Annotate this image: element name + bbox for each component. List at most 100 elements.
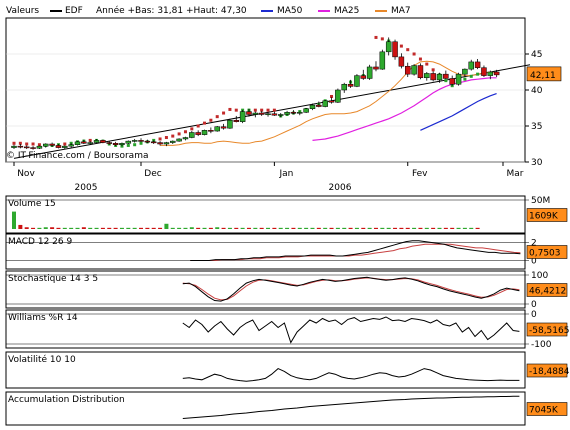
ma7-legend-swatch [375,10,387,12]
indicator-tick-label: 50M [531,196,550,206]
ma25-label[interactable]: MA25 [334,6,360,16]
candle-body [309,104,316,109]
indicator-macd: MACD 12 26 9 2 00,7503 [5,233,568,270]
price-tick-label: 30 [531,158,543,168]
volume-bar [31,227,36,229]
copyright-notice: © IT-Finance.com / Boursorama [6,151,148,161]
ma50-legend-swatch [261,10,273,12]
volume-bar [297,227,302,229]
candle-body [252,112,259,115]
volume-bar [100,227,105,229]
indicator-frame [5,309,526,349]
indicator-williams: Williams %R 14 0 -100 -58,5165 [5,309,569,350]
volume-bar [227,227,232,229]
year-label: 2005 [75,183,98,193]
indicator-tick-label: 100 [531,271,548,281]
indicator-tick-label: 0 [531,257,537,267]
candle-body [157,142,163,145]
volume-bar [335,227,340,229]
volume-bar [266,227,271,229]
ma7-label[interactable]: MA7 [391,6,411,16]
indicator-value: 7045K [529,406,559,416]
volume-bar [132,227,137,229]
sar-dot [215,115,219,119]
indicator-value-box [526,208,568,222]
volume-bar [12,211,16,229]
volume-bar [443,227,448,229]
candle-body [93,140,100,143]
volume-bar [348,227,353,229]
candle-body [366,66,373,79]
candle-body [328,100,335,103]
indicator-label: MACD 12 26 9 [8,237,72,247]
volume-bar [81,227,86,229]
volume-bar [62,227,67,229]
candle-body [74,141,81,145]
candle-body [443,73,449,79]
volume-bar [170,227,175,229]
candle-body [373,66,379,70]
volume-bar [386,227,391,229]
indicator-main-line [190,240,521,261]
volume-bar [253,227,258,229]
indicator-label: Williams %R 14 [8,313,78,323]
volume-bar [304,227,309,229]
indicator-label: Volatilité 10 10 [8,354,76,365]
candle-body [246,111,252,115]
volume-bar [291,227,296,229]
symbol-label[interactable]: EDF [65,6,83,16]
volume-bar [177,227,182,229]
volume-bar [151,227,156,229]
volume-bar [450,227,455,229]
candle-body [487,71,494,76]
candle-body [30,147,36,149]
candle-body [277,114,284,116]
candle-body [100,140,106,143]
ma7-line [160,60,497,146]
indicator-tick-label: -100 [531,340,552,350]
indicator-value: -18,4884 [529,367,570,377]
candle-body [23,146,30,149]
month-label: Dec [144,169,161,179]
indicator-main-line [182,395,520,419]
sar-dot [126,143,130,147]
sar-dot [228,107,232,111]
candle-body [227,119,233,129]
volume-bar [412,227,417,229]
month-label: Mar [507,169,524,179]
sar-dot [190,127,194,131]
sar-dot [177,132,181,136]
candle-body [290,112,297,114]
sar-dot [418,57,422,61]
candle-body [239,111,246,122]
candle-body [303,108,309,113]
candle-body [11,145,17,148]
volume-bar [50,227,55,229]
volume-bar [56,227,61,229]
sar-dot [164,136,168,140]
volume-bar [139,227,144,229]
candle-body [163,142,170,145]
indicator-value-box [526,402,568,416]
candle-body [398,56,405,67]
volume-bar [18,224,23,229]
indicator-value: 46,4212 [529,287,566,297]
valeurs-label[interactable]: Valeurs [6,6,40,16]
indicator-label: Accumulation Distribution [8,395,125,405]
sar-dot [158,137,162,141]
candle-body [474,61,481,68]
candle-body [424,73,430,79]
volume-bar [456,227,461,229]
volume-bar [329,227,334,229]
sar-dot [196,124,200,128]
indicator-value: 0,7503 [529,249,561,259]
symbol-legend-swatch [50,10,62,12]
stats-label: Année +Bas: 31,81 +Haut: 47,30 [96,6,247,16]
candle-body [81,141,87,144]
volume-bar [437,227,442,229]
volume-bar [221,227,226,229]
ma50-label[interactable]: MA50 [277,6,303,16]
candle-body [284,112,290,115]
